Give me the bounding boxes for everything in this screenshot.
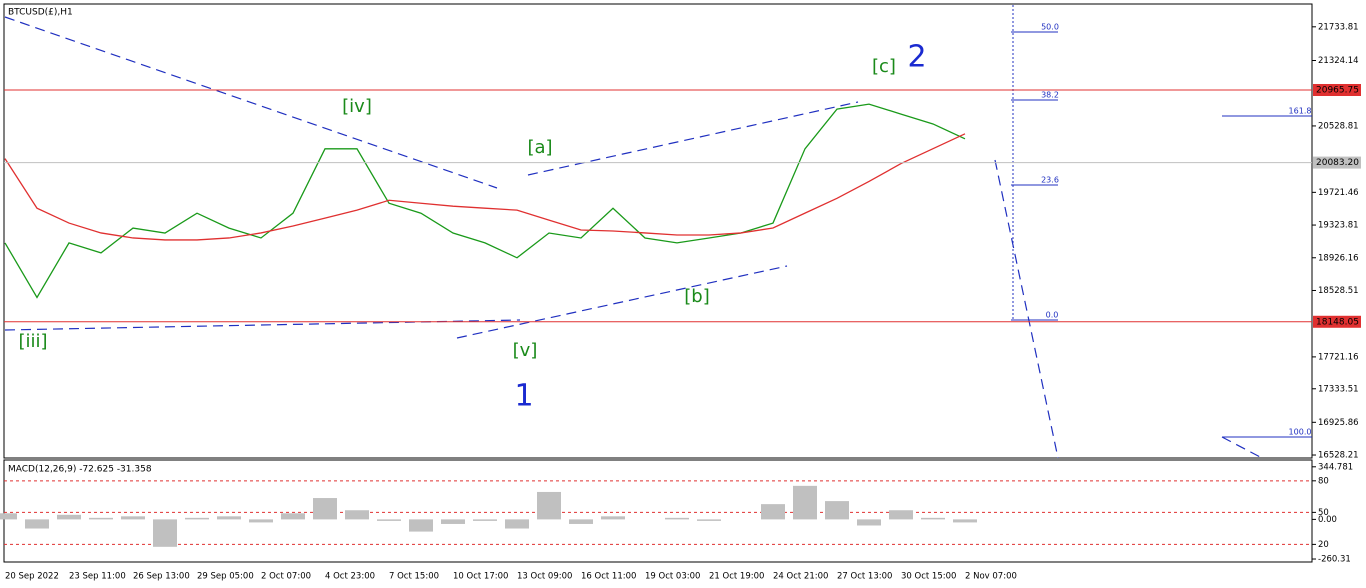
level-label: 20965.75 xyxy=(1316,85,1359,95)
main-frame xyxy=(3,3,1313,459)
fib-label: 0.0 xyxy=(1046,311,1059,320)
x-tick-label: 24 Oct 21:00 xyxy=(773,572,828,582)
y-tick-label: 18528.51 xyxy=(1318,286,1359,296)
y-tick-label: 0.00 xyxy=(1318,515,1337,525)
wave-label: [c] xyxy=(872,56,896,77)
macd-bar xyxy=(281,513,305,520)
trend-line xyxy=(994,159,1059,459)
trend-line xyxy=(4,319,521,331)
trend-line xyxy=(1221,436,1263,459)
level-box xyxy=(1313,156,1361,169)
macd-bar xyxy=(313,498,337,520)
x-tick-label: 2 Nov 07:00 xyxy=(965,572,1017,582)
y-tick-label: 20528.81 xyxy=(1318,121,1359,131)
wave-label: [a] xyxy=(527,137,552,158)
y-tick-label: -260.31 xyxy=(1318,555,1351,565)
fib-label: 50.0 xyxy=(1041,23,1059,32)
x-tick-label: 13 Oct 09:00 xyxy=(517,572,572,582)
y-tick-label: 21324.14 xyxy=(1318,56,1359,66)
x-tick-label: 21 Oct 19:00 xyxy=(709,572,764,582)
level-box xyxy=(1313,83,1361,96)
y-tick-label: 21733.81 xyxy=(1318,22,1359,32)
macd-bar xyxy=(825,501,849,520)
wave-label: [iii] xyxy=(18,331,47,352)
x-tick-label: 20 Sep 2022 xyxy=(5,572,59,582)
x-tick-label: 4 Oct 23:00 xyxy=(325,572,375,582)
y-tick-label: 344.781 xyxy=(1318,462,1353,472)
x-tick-label: 10 Oct 17:00 xyxy=(453,572,508,582)
macd-bar xyxy=(697,519,721,521)
y-tick-label: 18926.16 xyxy=(1318,253,1359,263)
level-box xyxy=(1313,315,1361,328)
fib-label: 38.2 xyxy=(1041,91,1059,100)
x-tick-label: 16 Oct 11:00 xyxy=(581,572,636,582)
y-tick-label: 19323.81 xyxy=(1318,221,1359,231)
trend-line xyxy=(4,16,498,189)
macd-bar xyxy=(601,516,625,520)
macd-bar xyxy=(761,504,785,520)
y-tick-label: 50 xyxy=(1318,508,1329,518)
wave-label: [b] xyxy=(684,286,709,307)
macd-bar xyxy=(89,517,113,520)
macd-bar xyxy=(217,516,241,520)
macd-bar xyxy=(505,519,529,529)
macd-bar xyxy=(441,519,465,524)
price-line xyxy=(4,133,966,241)
x-tick-label: 29 Sep 05:00 xyxy=(197,572,254,582)
wave-label: 1 xyxy=(514,379,533,414)
level-label: 20083.20 xyxy=(1316,158,1359,168)
macd-bar xyxy=(537,491,561,520)
wave-label: [v] xyxy=(513,340,538,361)
y-tick-label: 20 xyxy=(1318,540,1329,550)
macd-bar xyxy=(57,514,81,520)
level-label: 18148.05 xyxy=(1316,317,1359,327)
x-tick-label: 27 Oct 13:00 xyxy=(837,572,892,582)
wave-label: 2 xyxy=(907,40,926,75)
x-tick-label: 23 Sep 11:00 xyxy=(69,572,126,582)
macd-bar xyxy=(857,519,881,526)
x-tick-label: 19 Oct 03:00 xyxy=(645,572,700,582)
macd-bar xyxy=(153,519,177,547)
y-tick-label: 16925.86 xyxy=(1318,418,1359,428)
macd-bar xyxy=(569,519,593,524)
fib-label: 161.8 xyxy=(1289,107,1312,116)
macd-bar xyxy=(953,519,977,523)
y-tick-label: 80 xyxy=(1318,476,1329,486)
x-tick-label: 7 Oct 15:00 xyxy=(389,572,439,582)
x-tick-label: 26 Sep 13:00 xyxy=(133,572,190,582)
fib-label: 23.6 xyxy=(1041,176,1059,185)
y-tick-label: 17721.16 xyxy=(1318,352,1359,362)
macd-bar xyxy=(345,510,369,520)
price-line xyxy=(4,103,966,299)
wave-label: [iv] xyxy=(342,96,372,117)
macd-bar xyxy=(665,517,689,520)
macd-bar xyxy=(921,517,945,520)
chart-title: BTCUSD(£),H1 xyxy=(8,8,73,18)
x-tick-label: 2 Oct 07:00 xyxy=(261,572,311,582)
macd-bar xyxy=(249,519,273,523)
macd-bar xyxy=(185,517,209,520)
y-tick-label: 17333.51 xyxy=(1318,384,1359,394)
x-tick-label: 30 Oct 15:00 xyxy=(901,572,956,582)
macd-bar xyxy=(121,516,145,520)
macd-title: MACD(12,26,9) -72.625 -31.358 xyxy=(8,465,152,475)
macd-bar xyxy=(793,485,817,520)
fib-label: 100.0 xyxy=(1289,428,1312,437)
y-tick-label: 19721.46 xyxy=(1318,188,1359,198)
macd-frame xyxy=(3,459,1313,563)
macd-bar xyxy=(889,510,913,520)
macd-bar xyxy=(377,519,401,521)
macd-bar xyxy=(409,519,433,532)
macd-bar xyxy=(0,513,17,520)
y-tick-label: 16528.21 xyxy=(1318,451,1359,461)
trend-line xyxy=(456,265,788,339)
macd-bar xyxy=(473,519,497,521)
macd-bar xyxy=(25,519,49,529)
